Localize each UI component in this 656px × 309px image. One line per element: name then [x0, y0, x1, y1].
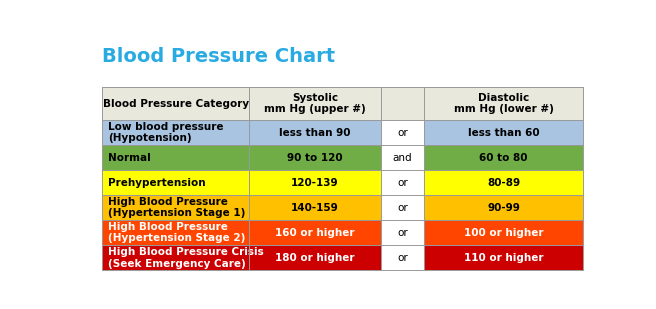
Text: less than 90: less than 90: [279, 128, 351, 138]
Text: 90 to 120: 90 to 120: [287, 153, 342, 163]
Text: 140-159: 140-159: [291, 203, 338, 213]
Text: or: or: [398, 253, 408, 263]
Bar: [381, 170, 424, 195]
Bar: [249, 195, 381, 220]
Text: Blood Pressure Category: Blood Pressure Category: [102, 99, 249, 108]
Bar: [102, 220, 249, 245]
Bar: [381, 195, 424, 220]
Bar: [381, 120, 424, 145]
Text: High Blood Pressure
(Hypertension Stage 2): High Blood Pressure (Hypertension Stage …: [108, 222, 246, 243]
Bar: [424, 220, 583, 245]
Text: or: or: [398, 203, 408, 213]
Bar: [381, 220, 424, 245]
Bar: [249, 170, 381, 195]
Bar: [102, 170, 249, 195]
Text: or: or: [398, 128, 408, 138]
Text: or: or: [398, 228, 408, 238]
Text: High Blood Pressure Crisis
(Seek Emergency Care): High Blood Pressure Crisis (Seek Emergen…: [108, 247, 264, 269]
Text: Diastolic
mm Hg (lower #): Diastolic mm Hg (lower #): [453, 93, 554, 114]
Text: or: or: [398, 178, 408, 188]
Bar: [424, 195, 583, 220]
Text: 160 or higher: 160 or higher: [275, 228, 355, 238]
Text: and: and: [393, 153, 413, 163]
Text: 60 to 80: 60 to 80: [480, 153, 527, 163]
Bar: [424, 120, 583, 145]
Text: less than 60: less than 60: [468, 128, 539, 138]
Bar: [249, 120, 381, 145]
Bar: [102, 145, 249, 170]
Bar: [102, 87, 583, 120]
Text: Normal: Normal: [108, 153, 151, 163]
Bar: [424, 145, 583, 170]
Bar: [249, 145, 381, 170]
Bar: [381, 145, 424, 170]
Bar: [249, 245, 381, 270]
Bar: [381, 245, 424, 270]
Text: High Blood Pressure
(Hypertension Stage 1): High Blood Pressure (Hypertension Stage …: [108, 197, 246, 218]
Bar: [424, 170, 583, 195]
Bar: [249, 220, 381, 245]
Text: Prehypertension: Prehypertension: [108, 178, 206, 188]
Text: 100 or higher: 100 or higher: [464, 228, 543, 238]
Text: Blood Pressure Chart: Blood Pressure Chart: [102, 47, 335, 66]
Text: 180 or higher: 180 or higher: [275, 253, 355, 263]
Bar: [102, 120, 249, 145]
Bar: [102, 245, 249, 270]
Text: 80-89: 80-89: [487, 178, 520, 188]
Text: 90-99: 90-99: [487, 203, 520, 213]
Text: Low blood pressure
(Hypotension): Low blood pressure (Hypotension): [108, 122, 224, 143]
Text: Systolic
mm Hg (upper #): Systolic mm Hg (upper #): [264, 93, 366, 114]
Bar: [102, 195, 249, 220]
Text: 120-139: 120-139: [291, 178, 338, 188]
Text: 110 or higher: 110 or higher: [464, 253, 543, 263]
Bar: [424, 245, 583, 270]
